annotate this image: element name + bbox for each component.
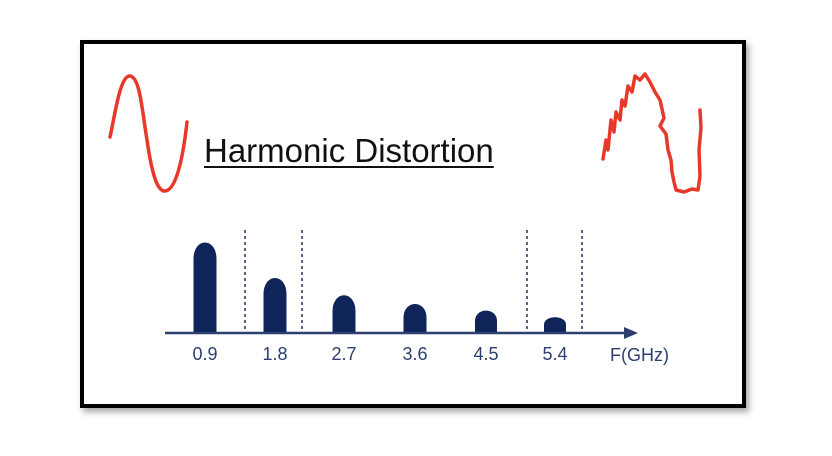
clean-sine-wave <box>108 74 189 193</box>
freq-tick-label: 1.8 <box>262 344 287 364</box>
axis-arrow-icon <box>624 327 638 339</box>
diagram-frame <box>80 40 746 408</box>
harmonic-bar-6 <box>544 317 566 333</box>
harmonic-bar-1 <box>193 242 217 333</box>
freq-tick-label: 2.7 <box>331 344 356 364</box>
freq-tick-label: 0.9 <box>192 344 217 364</box>
freq-tick-label: 4.5 <box>473 344 498 364</box>
spectrum-plot: 0.9 1.8 2.7 3.6 4.5 5.4 F(GHz) <box>165 230 669 365</box>
distorted-wave <box>601 72 703 194</box>
harmonic-bar-2 <box>263 278 287 333</box>
freq-tick-label: 3.6 <box>402 344 427 364</box>
diagram-title: Harmonic Distortion <box>204 132 494 169</box>
axis-label: F(GHz) <box>610 345 669 365</box>
harmonic-bar-4 <box>403 304 427 333</box>
harmonic-bar-5 <box>475 310 497 333</box>
freq-tick-label: 5.4 <box>542 344 567 364</box>
harmonic-bar-3 <box>332 295 356 333</box>
